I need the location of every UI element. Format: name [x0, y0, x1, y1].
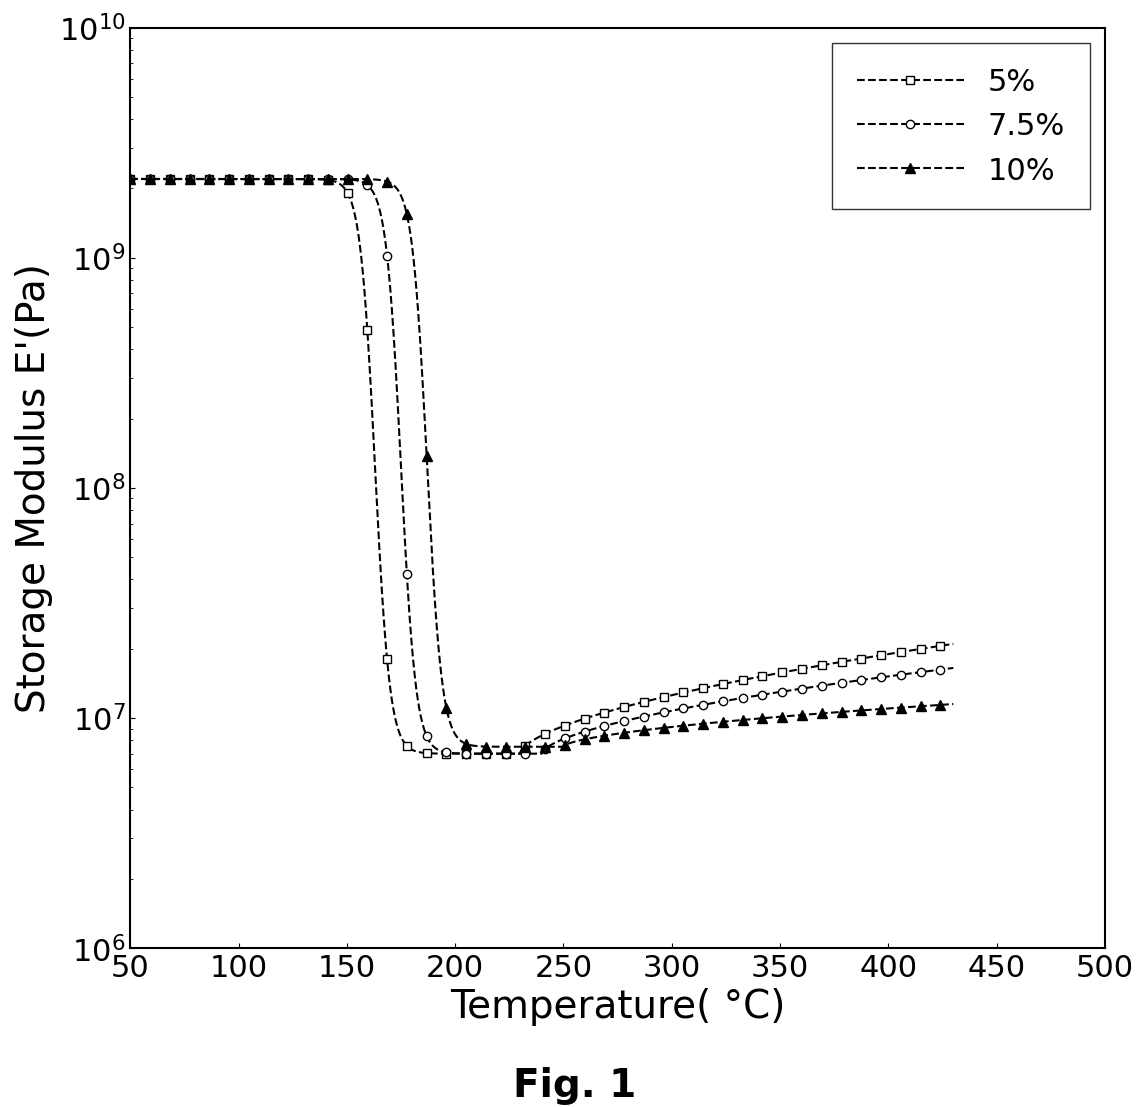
10%	[946, 697, 960, 711]
5%	[513, 747, 527, 761]
Line: 5%: 5%	[126, 175, 956, 758]
10%	[272, 173, 286, 186]
5%	[123, 173, 137, 186]
7.5%	[799, 682, 813, 695]
7.5%	[123, 173, 137, 186]
Y-axis label: Storage Modulus E'(Pa): Storage Modulus E'(Pa)	[15, 263, 53, 713]
7.5%	[437, 746, 451, 759]
7.5%	[534, 747, 548, 761]
5%	[658, 690, 672, 703]
7.5%	[272, 173, 286, 186]
5%	[272, 173, 286, 186]
10%	[737, 713, 751, 726]
10%	[437, 693, 451, 706]
10%	[658, 721, 672, 734]
5%	[737, 673, 751, 686]
Legend: 5%, 7.5%, 10%: 5%, 7.5%, 10%	[831, 43, 1088, 210]
7.5%	[658, 705, 672, 718]
10%	[616, 726, 630, 739]
5%	[616, 701, 630, 714]
7.5%	[946, 662, 960, 675]
10%	[799, 708, 813, 722]
X-axis label: Temperature( °C): Temperature( °C)	[450, 987, 784, 1025]
Line: 10%: 10%	[125, 175, 957, 752]
5%	[799, 662, 813, 675]
Text: Fig. 1: Fig. 1	[512, 1066, 636, 1104]
7.5%	[616, 715, 630, 728]
10%	[556, 741, 569, 754]
5%	[946, 638, 960, 651]
5%	[437, 747, 451, 761]
10%	[123, 173, 137, 186]
7.5%	[737, 691, 751, 704]
Line: 7.5%: 7.5%	[126, 175, 956, 758]
